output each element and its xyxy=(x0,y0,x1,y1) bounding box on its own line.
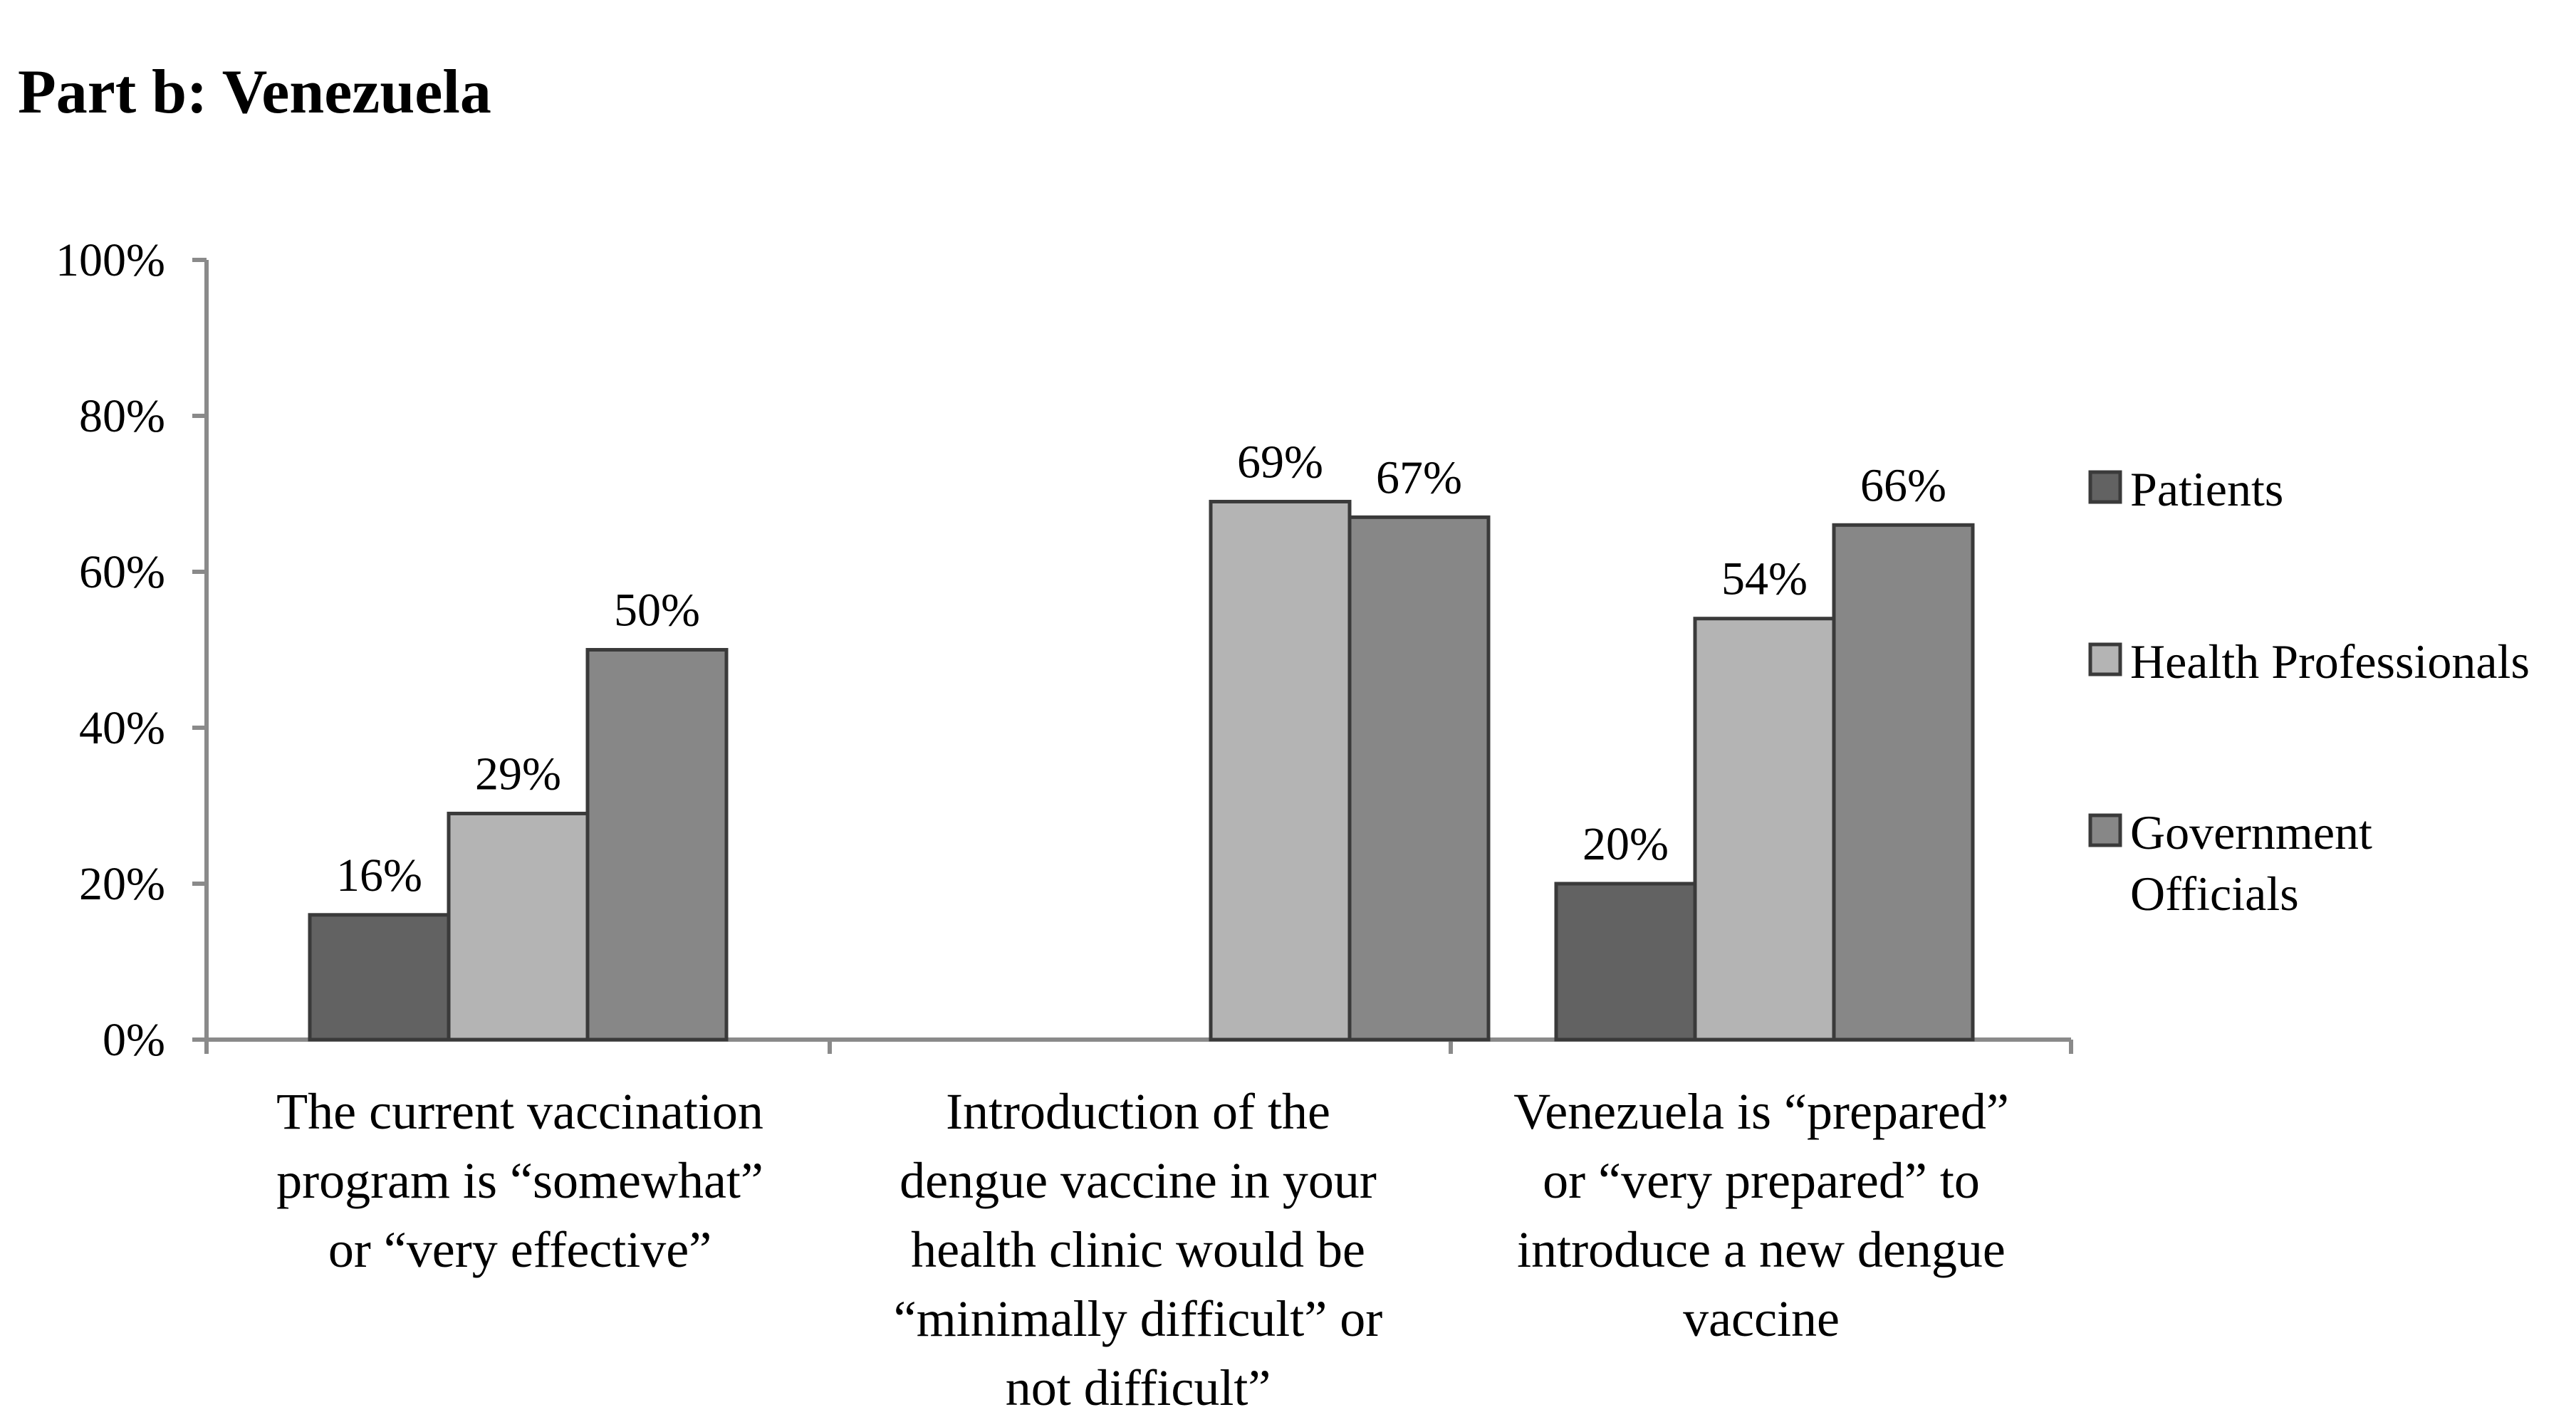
bar-government-officials xyxy=(585,648,729,1042)
bar-health-professionals xyxy=(1209,499,1352,1042)
bar-health-professionals xyxy=(1693,617,1836,1042)
x-tick-label-line: or “very prepared” to xyxy=(1543,1152,1980,1209)
bar-government-officials xyxy=(1347,515,1491,1042)
value-labels: 16% 20% 29% 69% 54% 50% 67% 66% xyxy=(336,436,1946,901)
legend-label-line: Patients xyxy=(2130,462,2283,516)
data-label: 67% xyxy=(1376,451,1462,503)
y-tick-label: 40% xyxy=(79,702,165,754)
data-label: 29% xyxy=(475,748,561,800)
x-tick-label-line: introduce a new dengue xyxy=(1517,1221,2006,1278)
data-label: 16% xyxy=(336,849,422,901)
legend-swatch xyxy=(2088,642,2122,676)
y-tick-label: 20% xyxy=(79,858,165,910)
x-tick-label: Introduction of the dengue vaccine in you… xyxy=(894,1083,1383,1416)
x-tick-label-line: program is “somewhat” xyxy=(276,1152,763,1209)
x-tick-label-line: health clinic would be xyxy=(911,1221,1365,1278)
data-label: 66% xyxy=(1860,459,1946,511)
x-tick-label-line: “minimally difficult” or xyxy=(894,1290,1383,1347)
legend: Patients Health Professionals Government Of… xyxy=(2088,462,2530,921)
y-tick-label: 60% xyxy=(79,546,165,598)
x-tick-label-line: vaccine xyxy=(1683,1290,1840,1347)
legend-swatch xyxy=(2088,813,2122,847)
legend-swatch xyxy=(2088,470,2122,504)
data-label: 69% xyxy=(1237,436,1323,488)
legend-label-line: Officials xyxy=(2130,867,2299,921)
bars xyxy=(308,499,1975,1042)
bar-patients xyxy=(1554,882,1697,1042)
legend-label: Patients xyxy=(2130,462,2283,516)
bar-patients xyxy=(308,913,451,1042)
legend-label-line: Health Professionals xyxy=(2130,634,2530,689)
data-label: 50% xyxy=(614,585,700,637)
y-tick-label: 100% xyxy=(56,234,165,286)
x-tick-label-line: The current vaccination xyxy=(276,1083,763,1140)
legend-label: Government Officials xyxy=(2130,805,2372,921)
bar-government-officials xyxy=(1832,523,1975,1042)
category-labels: The current vaccination program is “somew… xyxy=(276,1083,2009,1416)
legend-label-line: Government xyxy=(2130,805,2372,859)
x-tick-label: Venezuela is “prepared” or “very prepared… xyxy=(1513,1083,2009,1347)
data-label: 54% xyxy=(1721,553,1808,605)
legend-label: Health Professionals xyxy=(2130,634,2530,689)
bar-health-professionals xyxy=(447,811,590,1042)
x-tick-label-line: not difficult” xyxy=(1006,1359,1271,1416)
x-tick-label-line: or “very effective” xyxy=(328,1221,711,1278)
y-tick-label: 80% xyxy=(79,390,165,442)
y-tick-label: 0% xyxy=(103,1014,165,1066)
data-label: 20% xyxy=(1582,818,1669,870)
x-tick-label-line: Introduction of the xyxy=(946,1083,1330,1140)
x-tick-label-line: Venezuela is “prepared” xyxy=(1513,1083,2009,1140)
chart-title: Part b: Venezuela xyxy=(18,58,491,127)
x-tick-label-line: dengue vaccine in your xyxy=(899,1152,1377,1209)
x-tick-label: The current vaccination program is “somew… xyxy=(276,1083,763,1278)
